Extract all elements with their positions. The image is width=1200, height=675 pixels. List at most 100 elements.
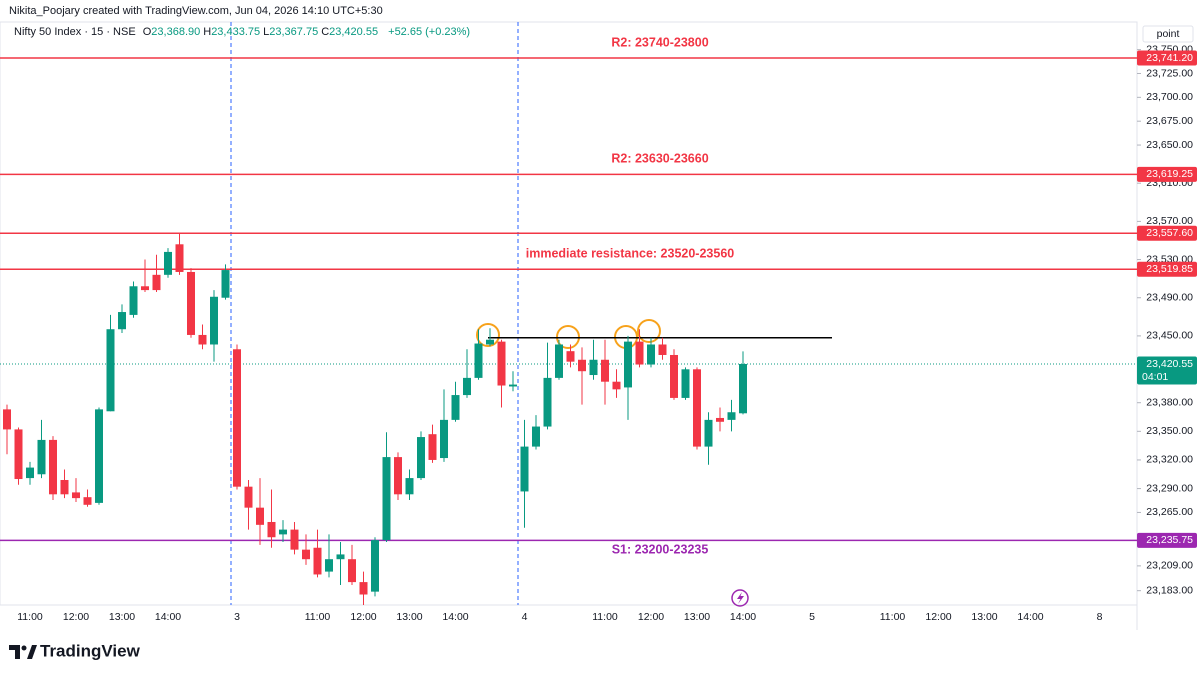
x-tick-label: 13:00: [396, 611, 422, 623]
candle-body: [267, 521, 276, 538]
ohlc-value: 23,420.55: [329, 26, 379, 38]
candle-body: [152, 274, 161, 291]
highlight-circle: [476, 323, 500, 347]
level-note: immediate resistance: 23520-23560: [526, 247, 735, 261]
level-tag-label: 23,557.60: [1146, 227, 1193, 239]
candle-body: [681, 369, 690, 398]
level-tag: [1137, 166, 1197, 182]
candle-body: [589, 359, 598, 376]
brand: TradingView: [40, 641, 141, 660]
candle-body: [739, 364, 747, 414]
level-tag-label: 23,741.20: [1146, 52, 1193, 64]
y-tick-label: 23,350.00: [1146, 425, 1193, 437]
candle-body: [37, 439, 46, 475]
candle-body: [486, 339, 494, 345]
candle-body: [474, 343, 483, 378]
ohlc-value: 23,368.90: [151, 26, 201, 38]
x-tick-label: 12:00: [63, 611, 89, 623]
ohlc: O23,368.90 H23,433.75 L23,367.75 C23,420.55: [143, 26, 381, 38]
x-tick-label: 13:00: [109, 611, 135, 623]
candle-body: [187, 271, 195, 335]
legend: Nifty 50 Index · 15 · NSE O23,368.90 H23,…: [14, 26, 474, 38]
candle-body: [463, 377, 471, 396]
scale-mode[interactable]: point: [1157, 28, 1180, 40]
highlight-circle: [556, 325, 580, 349]
candle-body: [658, 344, 667, 355]
candle-body: [95, 409, 103, 503]
ohlc-key: H: [203, 26, 212, 38]
candle-body: [279, 529, 287, 535]
candle-body: [26, 467, 34, 479]
candle-body: [371, 540, 379, 592]
x-tick-label: 12:00: [350, 611, 376, 623]
candle-body: [532, 426, 540, 447]
ohlc-item: C23,420.55: [321, 26, 378, 38]
ohlc-value: 23,433.75: [211, 26, 261, 38]
symbol: Nifty 50 Index · 15 · NSE: [14, 26, 136, 38]
y-tick-label: 23,450.00: [1146, 330, 1193, 342]
candle-body: [49, 439, 57, 495]
candle-body: [233, 349, 241, 487]
y-tick-label: 23,380.00: [1146, 396, 1193, 408]
alert-icon[interactable]: [731, 589, 749, 607]
ohlc-item: H23,433.75: [203, 26, 260, 38]
candle-body: [118, 312, 126, 330]
scale-mode-box[interactable]: [1142, 25, 1194, 43]
countdown: 04:01: [1142, 371, 1168, 383]
candle-body: [382, 457, 391, 541]
level-note: S1: 23200-23235: [612, 543, 709, 557]
candle-body: [624, 341, 632, 388]
level-tag: [1137, 532, 1197, 548]
candle-body: [72, 492, 80, 499]
candle-body: [566, 351, 575, 362]
candle-body: [198, 334, 207, 345]
candle-body: [210, 296, 218, 345]
y-tick-label: 23,183.00: [1146, 584, 1193, 596]
x-tick-label: 11:00: [880, 611, 906, 623]
logo-mark: [9, 645, 20, 659]
candle-body: [693, 369, 701, 447]
candle-body: [405, 478, 414, 495]
candle-body: [440, 419, 448, 459]
last-price-tag: [1137, 356, 1197, 385]
candle-body: [428, 434, 437, 460]
candle-body: [325, 559, 333, 572]
candle-body: [451, 395, 460, 420]
candle-body: [83, 497, 92, 505]
x-tick-label: 12:00: [638, 611, 664, 623]
level-tag-label: 23,519.85: [1146, 263, 1193, 275]
candle-body: [520, 446, 529, 492]
candle-body: [164, 251, 172, 275]
level-tag-label: 23,235.75: [1146, 534, 1193, 546]
candle-body: [313, 547, 322, 575]
last-price-label: 23,420.55: [1146, 358, 1193, 370]
candle-body: [417, 437, 425, 479]
y-tick-label: 23,265.00: [1146, 506, 1193, 518]
level-tag: [1137, 261, 1197, 277]
candle-body: [60, 479, 69, 495]
plot-frame: [0, 21, 1138, 606]
x-tick-label: 11:00: [305, 611, 331, 623]
candle-body: [290, 529, 299, 550]
candle-body: [647, 344, 655, 365]
level-note: R2: 23740-23800: [611, 35, 708, 49]
x-tick-label: 12:00: [925, 611, 951, 623]
candle-body: [336, 554, 345, 560]
ohlc-item: O23,368.90: [143, 26, 201, 38]
candle-body: [704, 419, 713, 447]
x-tick-label: 14:00: [1017, 611, 1043, 623]
alert-ring: [731, 589, 749, 607]
x-tick-label: 14:00: [730, 611, 756, 623]
candle-body: [394, 457, 402, 495]
x-tick-label: 13:00: [971, 611, 997, 623]
level-note: R2: 23630-23660: [611, 152, 708, 166]
credit: Nikita_Poojary created with TradingView.…: [9, 5, 383, 17]
ohlc-value: 23,367.75: [269, 26, 319, 38]
highlight-circles: [476, 319, 661, 349]
candle-body: [348, 559, 356, 583]
x-tick-label: 4: [522, 611, 528, 623]
y-tick-label: 23,490.00: [1146, 292, 1193, 304]
y-tick-label: 23,675.00: [1146, 115, 1193, 127]
